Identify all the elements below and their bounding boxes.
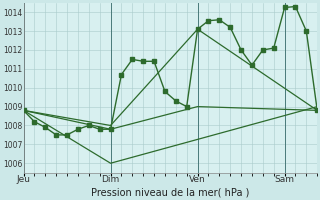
- X-axis label: Pression niveau de la mer( hPa ): Pression niveau de la mer( hPa ): [91, 187, 250, 197]
